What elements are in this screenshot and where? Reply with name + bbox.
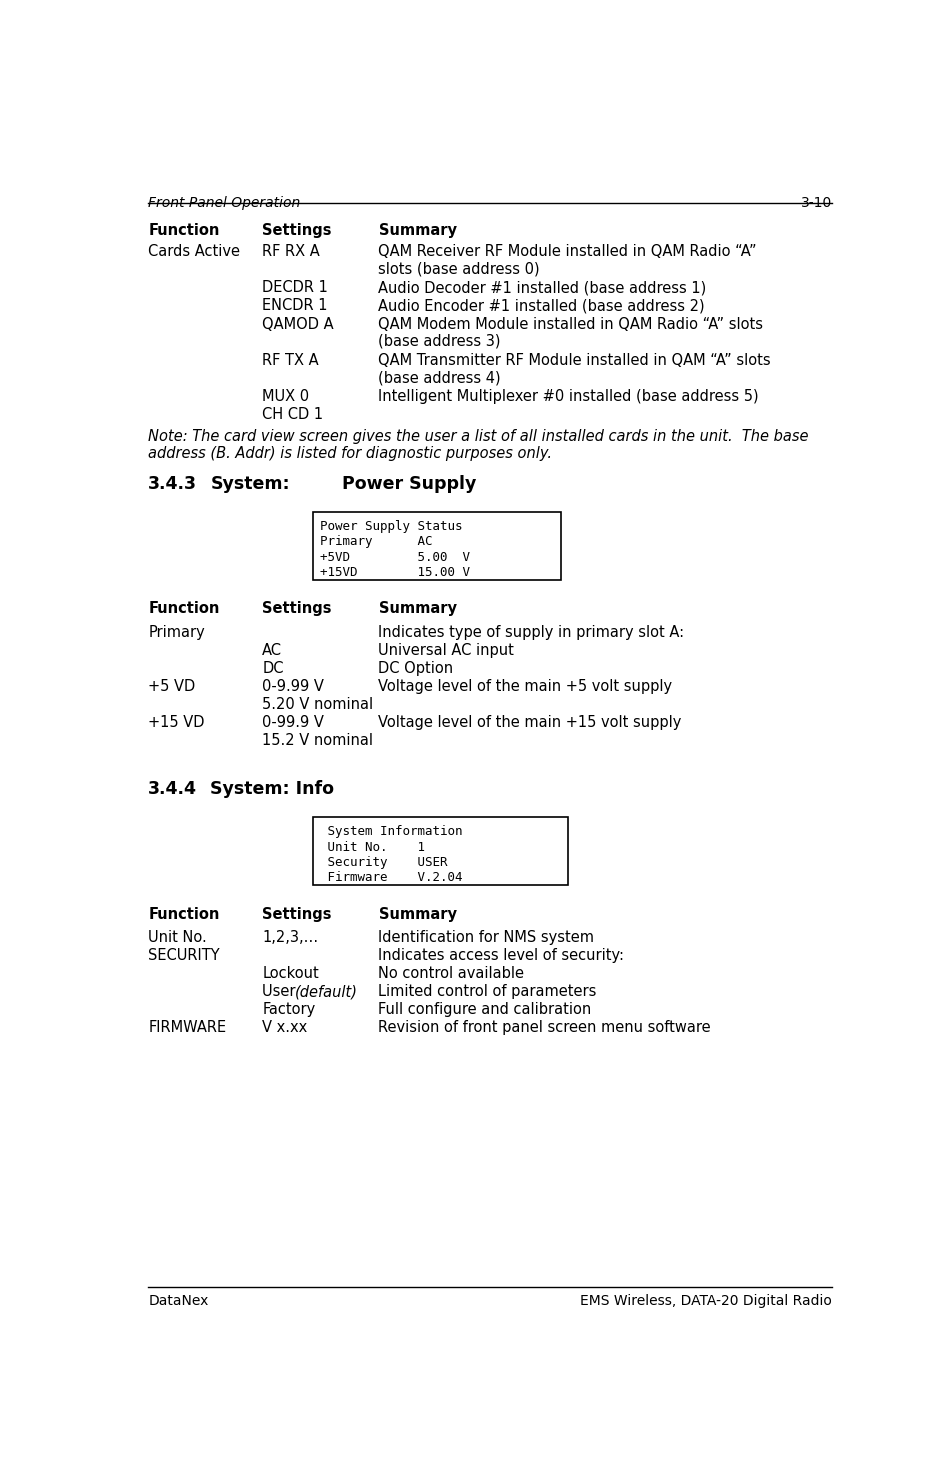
Text: RF RX A: RF RX A (262, 244, 320, 259)
Text: System: Info: System: Info (210, 781, 335, 798)
Text: Primary: Primary (148, 625, 205, 639)
Text: Identification for NMS system: Identification for NMS system (378, 931, 594, 945)
Text: Cards Active: Cards Active (148, 244, 241, 259)
Text: 3.4.3: 3.4.3 (148, 475, 197, 492)
Text: SECURITY: SECURITY (148, 948, 220, 963)
Text: System:: System: (210, 475, 290, 492)
Text: +5VD         5.00  V: +5VD 5.00 V (320, 551, 471, 563)
Text: DECDR 1: DECDR 1 (262, 281, 328, 295)
Text: Summary: Summary (378, 601, 456, 616)
Text: Function: Function (148, 907, 220, 922)
Text: FIRMWARE: FIRMWARE (148, 1020, 226, 1035)
Text: QAM Receiver RF Module installed in QAM Radio “A”
slots (base address 0): QAM Receiver RF Module installed in QAM … (378, 244, 757, 276)
Text: 15.2 V nominal: 15.2 V nominal (262, 734, 373, 748)
Text: QAM Transmitter RF Module installed in QAM “A” slots
(base address 4): QAM Transmitter RF Module installed in Q… (378, 353, 771, 385)
Text: Lockout: Lockout (262, 966, 319, 980)
Text: DC: DC (262, 660, 283, 676)
Text: No control available: No control available (378, 966, 525, 980)
Text: +15VD        15.00 V: +15VD 15.00 V (320, 566, 471, 579)
Text: Unit No.    1: Unit No. 1 (320, 841, 425, 854)
Text: Power Supply Status: Power Supply Status (320, 520, 463, 532)
FancyBboxPatch shape (313, 817, 569, 885)
Text: Indicates access level of security:: Indicates access level of security: (378, 948, 625, 963)
Text: Note: The card view screen gives the user a list of all installed cards in the u: Note: The card view screen gives the use… (148, 429, 808, 462)
Text: (default): (default) (295, 983, 358, 1000)
Text: Summary: Summary (378, 907, 456, 922)
Text: ENCDR 1: ENCDR 1 (262, 298, 328, 313)
Text: Full configure and calibration: Full configure and calibration (378, 1003, 592, 1017)
Text: Summary: Summary (378, 222, 456, 238)
Text: Audio Decoder #1 installed (base address 1): Audio Decoder #1 installed (base address… (378, 281, 707, 295)
Text: V x.xx: V x.xx (262, 1020, 307, 1035)
Text: Function: Function (148, 222, 220, 238)
Text: Security    USER: Security USER (320, 856, 448, 869)
Text: Audio Encoder #1 installed (base address 2): Audio Encoder #1 installed (base address… (378, 298, 705, 313)
Text: CH CD 1: CH CD 1 (262, 407, 323, 422)
Text: Power Supply: Power Supply (342, 475, 476, 492)
FancyBboxPatch shape (313, 512, 561, 579)
Text: Function: Function (148, 601, 220, 616)
Text: Settings: Settings (262, 601, 332, 616)
Text: Firmware    V.2.04: Firmware V.2.04 (320, 872, 463, 885)
Text: Intelligent Multiplexer #0 installed (base address 5): Intelligent Multiplexer #0 installed (ba… (378, 390, 759, 404)
Text: Limited control of parameters: Limited control of parameters (378, 983, 597, 1000)
Text: Front Panel Operation: Front Panel Operation (148, 196, 301, 210)
Text: DataNex: DataNex (148, 1295, 208, 1308)
Text: QAM Modem Module installed in QAM Radio “A” slots
(base address 3): QAM Modem Module installed in QAM Radio … (378, 316, 764, 348)
Text: RF TX A: RF TX A (262, 353, 319, 368)
Text: Settings: Settings (262, 907, 332, 922)
Text: 3.4.4: 3.4.4 (148, 781, 197, 798)
Text: DC Option: DC Option (378, 660, 454, 676)
Text: +5 VD: +5 VD (148, 679, 196, 694)
Text: Settings: Settings (262, 222, 332, 238)
Text: Universal AC input: Universal AC input (378, 642, 514, 657)
Text: EMS Wireless, DATA-20 Digital Radio: EMS Wireless, DATA-20 Digital Radio (580, 1295, 832, 1308)
Text: Factory: Factory (262, 1003, 316, 1017)
Text: Voltage level of the main +5 volt supply: Voltage level of the main +5 volt supply (378, 679, 672, 694)
Text: Primary      AC: Primary AC (320, 535, 433, 548)
Text: 0-99.9 V: 0-99.9 V (262, 714, 324, 731)
Text: AC: AC (262, 642, 282, 657)
Text: Voltage level of the main +15 volt supply: Voltage level of the main +15 volt suppl… (378, 714, 682, 731)
Text: 5.20 V nominal: 5.20 V nominal (262, 697, 374, 711)
Text: 1,2,3,…: 1,2,3,… (262, 931, 319, 945)
Text: Indicates type of supply in primary slot A:: Indicates type of supply in primary slot… (378, 625, 685, 639)
Text: System Information: System Information (320, 825, 463, 838)
Text: User: User (262, 983, 301, 1000)
Text: QAMOD A: QAMOD A (262, 316, 334, 332)
Text: 0-9.99 V: 0-9.99 V (262, 679, 324, 694)
Text: MUX 0: MUX 0 (262, 390, 309, 404)
Text: Unit No.: Unit No. (148, 931, 207, 945)
Text: 3-10: 3-10 (801, 196, 832, 210)
Text: +15 VD: +15 VD (148, 714, 204, 731)
Text: Revision of front panel screen menu software: Revision of front panel screen menu soft… (378, 1020, 711, 1035)
